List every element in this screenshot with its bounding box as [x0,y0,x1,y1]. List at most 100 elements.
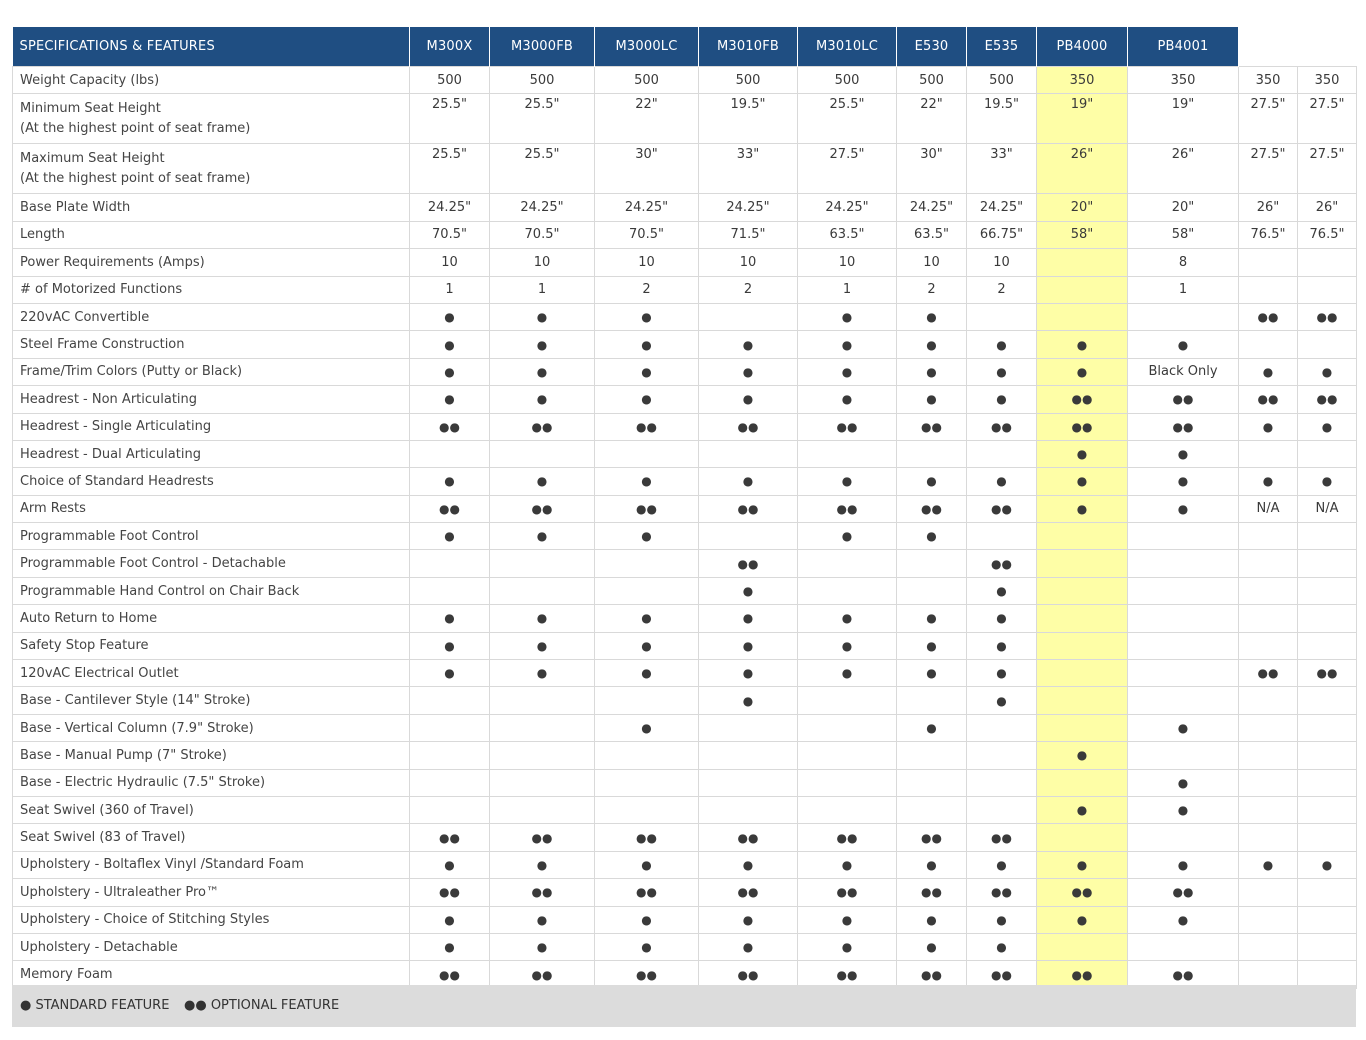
table-cell: 24.25" [966,193,1037,222]
row-label-text: Upholstery - Ultraleather Pro™ [20,884,219,900]
row-label-text: Headrest - Non Articulating [20,391,198,407]
table-cell: ● [1297,412,1357,441]
header-model: M3000FB [489,27,595,67]
table-cell: ●● [409,878,490,907]
table-cell [594,795,699,825]
table-cell: 500 [489,65,595,95]
table-row: 120vAC Electrical Outlet ● ● ● ● ● ● ● ●● ●● [12,659,1357,688]
row-label: Headrest - Single Articulating [12,412,410,441]
row-label: Memory Foam [12,960,410,989]
table-cell [409,795,490,825]
row-label-text: Upholstery - Boltaflex Vinyl /Standard F… [20,857,304,873]
table-cell [594,768,699,797]
table-cell [1036,686,1128,715]
header-spec-label: SPECIFICATIONS & FEATURES [12,27,410,67]
row-label: Power Requirements (Amps) [12,248,410,277]
table-cell: ● [698,576,798,606]
table-cell: 63.5" [797,220,897,250]
table-cell [594,686,699,715]
row-label-text: Programmable Foot Control - Detachable [20,556,286,572]
row-label-text: Minimum Seat Height [20,100,161,116]
table-cell [1127,686,1239,715]
table-cell [1238,795,1298,825]
table-cell: 500 [409,65,490,95]
table-cell: 58" [1036,220,1128,250]
table-cell: 33" [966,143,1037,195]
table-cell [896,686,967,715]
table-cell [797,795,897,825]
table-cell: ● [966,330,1037,359]
row-label: Upholstery - Ultraleather Pro™ [12,878,410,907]
table-row: Base - Vertical Column (7.9" Stroke) ● ● ● [12,713,1357,743]
table-row: Arm Rests ●● ●● ●● ●● ●● ●● ●● ● ● N/A N/A [12,494,1357,524]
row-label-text: Base - Electric Hydraulic (7.5" Stroke) [20,775,266,791]
row-label-text: Memory Foam [20,967,113,983]
table-cell: ●● [1127,412,1239,441]
table-cell: ●● [966,960,1037,989]
table-cell: 500 [966,65,1037,95]
row-label: Upholstery - Choice of Stitching Styles [12,905,410,934]
table-cell [1297,713,1357,743]
table-cell [409,768,490,797]
table-cell: 2 [698,275,798,304]
table-cell [489,576,595,606]
table-cell: ● [896,604,967,633]
table-cell: 500 [594,65,699,95]
table-cell [1238,631,1298,661]
table-cell: 26" [1297,193,1357,222]
table-cell [966,302,1037,332]
table-cell: ● [1127,850,1239,880]
table-cell: ●● [594,494,699,524]
table-cell: 26" [1238,193,1298,222]
table-cell: ● [797,659,897,688]
header-blank [1297,27,1357,67]
table-cell: 500 [797,65,897,95]
table-cell: ● [698,357,798,387]
table-cell: ● [489,659,595,688]
spec-table-body: Weight Capacity (lbs) 500 500 500 500 500 500 5… [12,65,1357,989]
table-cell: ● [1297,467,1357,496]
table-cell [1297,686,1357,715]
table-cell: 76.5" [1238,220,1298,250]
table-cell [1036,522,1128,551]
table-cell [1238,549,1298,578]
table-cell: ●● [1036,960,1128,989]
table-cell: ● [489,905,595,934]
table-cell: ● [797,850,897,880]
table-cell: ●● [698,878,798,907]
table-row: Programmable Hand Control on Chair Back ●… [12,576,1357,606]
table-cell [896,576,967,606]
table-cell: 24.25" [896,193,967,222]
table-cell: ● [966,905,1037,934]
row-label: Maximum Seat Height (At the highest point… [12,143,410,195]
header-model: E530 [896,27,967,67]
table-cell: ● [698,850,798,880]
table-cell: ●● [797,878,897,907]
table-cell [966,713,1037,743]
row-label-text: Frame/Trim Colors (Putty or Black) [20,364,243,380]
row-label: Programmable Foot Control [12,522,410,551]
table-cell [896,795,967,825]
table-cell [1238,768,1298,797]
table-cell [1238,932,1298,962]
row-label: Programmable Hand Control on Chair Back [12,576,410,606]
table-cell [1238,960,1298,989]
header-row: SPECIFICATIONS & FEATURES M300X M3000FB … [12,27,1357,67]
table-cell: 1 [489,275,595,304]
header-model: PB4001 [1127,27,1239,67]
table-cell: ● [489,467,595,496]
table-cell: 26" [1036,143,1128,195]
table-cell [1036,659,1128,688]
table-cell: 24.25" [797,193,897,222]
spec-table: SPECIFICATIONS & FEATURES M300X M3000FB … [12,27,1357,989]
table-cell: ●● [698,494,798,524]
table-cell: 10 [409,248,490,277]
table-cell [594,741,699,770]
table-cell: 25.5" [797,93,897,145]
row-label-text: Maximum Seat Height [20,150,165,166]
row-sublabel-text: (At the highest point of seat frame) [20,120,251,136]
table-cell: ● [1036,795,1128,825]
row-label: Base - Electric Hydraulic (7.5" Stroke) [12,768,410,797]
row-label-text: Upholstery - Detachable [20,939,178,955]
table-cell [1036,576,1128,606]
